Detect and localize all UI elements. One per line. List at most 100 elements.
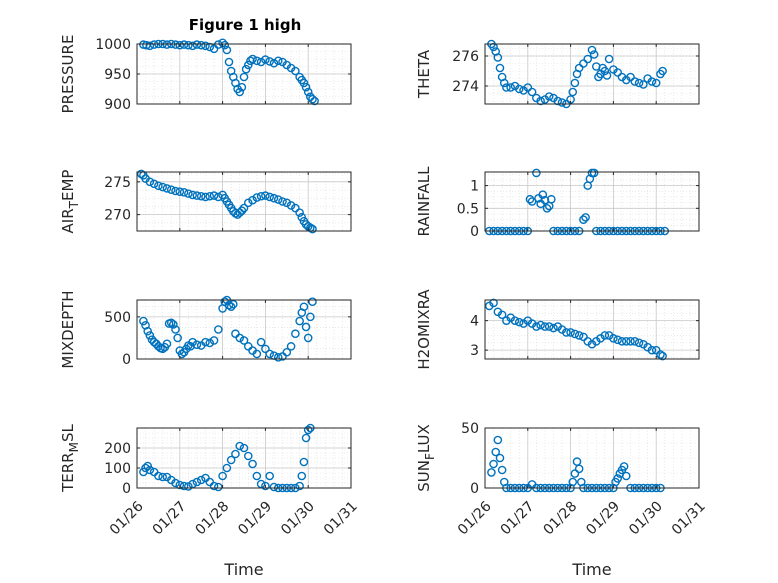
data-point [626,336,635,346]
data-point [514,84,524,94]
data-point [566,328,575,337]
y-tick-label: 0 [122,481,131,497]
data-point [154,342,163,351]
minor-grid [137,427,351,489]
data-point [235,208,245,217]
data-point [547,194,556,204]
data-point [297,471,307,481]
data-point [224,300,234,310]
data-point [175,187,185,196]
y-tick-label: 3 [470,343,479,359]
axes-box [136,427,352,489]
data-point [179,188,189,197]
data-point [214,325,223,334]
x-tick-label: 01/31 [669,498,709,538]
data-point [489,459,498,469]
data-point [299,78,309,88]
x-tick-label: 01/26 [107,498,147,538]
data-point [248,195,257,205]
data-point [158,472,167,482]
y-tick-label: 270 [104,208,131,224]
data-point [218,471,227,481]
y-tick-label: 276 [452,49,479,65]
data-point [600,331,610,340]
x-axis-label: Time [571,560,611,579]
major-grid [485,300,699,359]
data-point [248,459,257,469]
y-tick-label: 274 [452,79,479,95]
data-point [617,336,627,346]
data-point [514,317,524,327]
y-tick-label: 950 [104,67,131,83]
data-point [574,331,584,340]
y-tick-label: 1 [470,179,479,195]
data-point [265,471,274,481]
data-point [154,181,163,191]
data-point [301,82,311,92]
y-axis-label: AIRTEMP [59,170,81,234]
x-tick-label: 01/27 [498,498,538,538]
data-point [184,40,193,50]
data-point [179,481,189,491]
data-point [295,208,304,217]
data-point [510,316,520,325]
data-point [224,57,234,67]
data-point [574,63,584,73]
series-markers [139,38,319,106]
data-point [506,83,515,92]
data-point [532,322,541,331]
data-point [295,316,304,326]
data-point [658,351,667,361]
data-point [299,457,309,467]
data-point [158,182,167,192]
data-point [544,322,554,331]
data-point [265,349,274,359]
y-axis-label: PRESSURE [59,35,77,114]
data-point [162,339,172,349]
data-point [549,323,558,333]
x-tick-label: 01/28 [541,498,581,538]
plot-area [137,172,351,231]
data-point [269,482,279,492]
data-point [532,168,541,178]
y-tick-label: 50 [461,421,479,437]
data-point [495,453,505,463]
series-markers [484,298,667,361]
data-point [171,40,180,49]
data-point [145,41,155,51]
data-point [171,478,180,488]
data-point [188,337,197,347]
data-point [239,72,249,82]
y-tick-label: 4 [470,314,479,330]
data-point [308,297,317,306]
data-point [205,42,215,52]
data-point [237,206,247,215]
data-point [154,471,163,481]
data-point [295,481,304,491]
data-point [228,299,238,309]
data-point [269,58,279,68]
data-point [201,41,210,51]
data-point [651,78,661,88]
data-point [261,344,270,354]
data-point [235,87,245,97]
figure-title: Figure 1 high [189,16,302,34]
data-point [166,185,176,194]
data-point [587,45,597,55]
data-point [589,168,599,178]
data-point [538,190,548,199]
data-point [252,56,262,66]
data-point [143,326,152,336]
plot-area [485,428,699,488]
data-point [291,203,300,213]
data-point [149,179,159,189]
axes-box [484,427,700,489]
data-point [273,353,283,362]
data-point [579,59,588,68]
data-point [497,310,507,320]
axes-box [484,299,700,360]
data-point [303,425,313,435]
data-point [145,331,155,340]
data-point [574,464,584,474]
